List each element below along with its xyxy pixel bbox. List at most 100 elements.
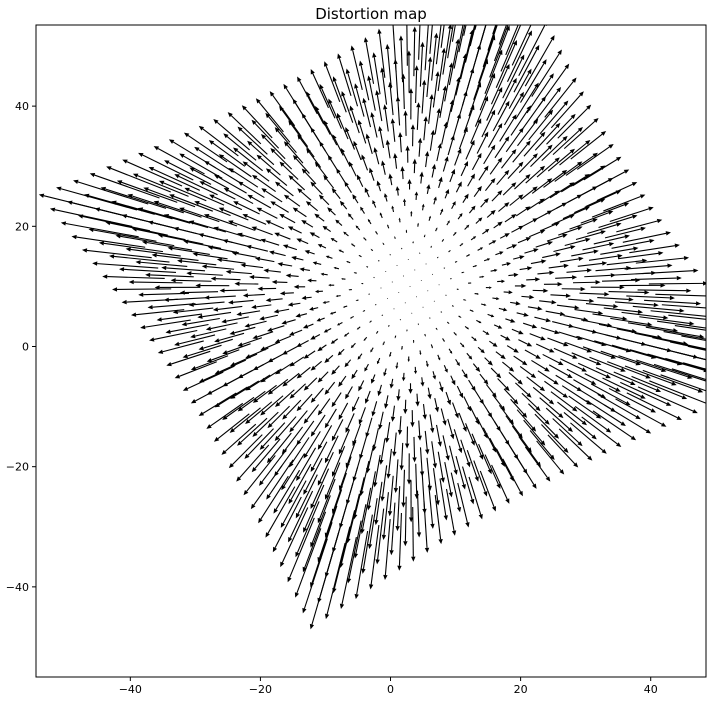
quiver-arrow xyxy=(166,350,211,367)
quiver-arrow xyxy=(577,362,611,379)
quiver-arrow xyxy=(502,361,515,372)
quiver-arrow xyxy=(310,181,323,195)
quiver-arrow xyxy=(417,420,422,441)
quiver-arrow xyxy=(385,271,387,273)
quiver-arrow xyxy=(431,163,437,178)
quiver-arrow xyxy=(252,384,277,403)
quiver-arrow xyxy=(602,377,646,399)
quiver-arrow xyxy=(292,154,310,174)
quiver-arrow xyxy=(517,237,532,244)
quiver-arrow xyxy=(602,278,641,283)
quiver-arrow xyxy=(231,251,257,258)
quiver-arrow xyxy=(332,526,351,594)
quiver-arrow xyxy=(461,271,465,274)
quiver-arrow xyxy=(467,173,475,187)
quiver-arrow xyxy=(508,272,519,278)
quiver-arrow xyxy=(174,174,218,196)
quiver-arrow xyxy=(560,358,587,372)
quiver-arrow xyxy=(138,292,190,297)
quiver-arrow xyxy=(347,213,354,220)
quiver-arrow xyxy=(275,362,293,375)
quiver-arrow xyxy=(555,275,578,280)
quiver-arrow xyxy=(543,169,568,188)
quiver-arrow xyxy=(413,366,418,375)
quiver-arrow xyxy=(442,25,453,75)
quiver-arrow xyxy=(441,238,445,242)
quiver-arrow xyxy=(431,441,438,469)
quiver-arrow xyxy=(366,471,376,511)
quiver-arrow xyxy=(236,444,270,482)
quiver-arrow xyxy=(237,390,266,412)
quiver-arrow xyxy=(353,272,357,274)
quiver-arrow xyxy=(340,147,351,167)
quiver-arrow xyxy=(322,300,330,304)
quiver-arrow xyxy=(303,377,318,391)
quiver-arrow xyxy=(358,380,365,392)
quiver-arrow xyxy=(403,110,408,136)
quiver-arrow xyxy=(317,478,336,524)
quiver-arrow xyxy=(212,305,243,312)
quiver-arrow xyxy=(546,233,568,242)
quiver-arrow xyxy=(434,397,440,413)
quiver-arrow xyxy=(389,502,396,556)
quiver-arrow xyxy=(330,237,338,243)
quiver-arrow xyxy=(361,514,373,574)
quiver-arrow xyxy=(237,417,268,446)
quiver-arrow xyxy=(242,214,267,225)
quiver-arrow xyxy=(568,298,595,304)
quiver-arrow xyxy=(236,310,261,317)
quiver-arrow xyxy=(652,337,706,350)
quiver-arrow xyxy=(457,482,470,528)
quiver-arrow xyxy=(403,496,408,547)
quiver-arrow xyxy=(244,428,274,459)
quiver-arrow xyxy=(508,372,523,385)
quiver-arrow xyxy=(552,127,583,156)
quiver-arrow xyxy=(396,389,401,402)
quiver-arrow xyxy=(617,251,664,260)
quiver-arrow xyxy=(558,428,593,461)
quiver-arrow xyxy=(661,304,706,309)
quiver-arrow xyxy=(301,295,312,301)
quiver-arrow xyxy=(569,218,598,230)
quiver-arrow xyxy=(154,285,201,290)
quiver-arrow xyxy=(406,50,412,93)
quiver-arrow xyxy=(358,407,366,425)
quiver-arrow xyxy=(468,379,476,392)
quiver-arrow xyxy=(346,261,351,264)
quiver-arrow xyxy=(424,25,429,71)
quiver-arrow xyxy=(492,100,510,132)
quiver-arrow xyxy=(266,459,294,500)
quiver-arrow xyxy=(545,310,566,317)
quiver-arrow xyxy=(338,249,344,253)
quiver-arrow xyxy=(206,349,240,363)
quiver-arrow xyxy=(430,344,433,349)
quiver-arrow xyxy=(458,315,462,318)
quiver-arrow xyxy=(259,314,278,321)
quiver-arrow xyxy=(354,530,369,600)
quiver-arrow xyxy=(571,249,599,257)
quiver-arrow xyxy=(455,181,462,193)
quiver-arrow xyxy=(350,243,356,247)
quiver-arrow xyxy=(310,360,322,371)
quiver-arrow xyxy=(88,227,157,242)
quiver-arrow xyxy=(558,331,583,341)
quiver-arrow xyxy=(363,237,367,241)
quiver-arrow xyxy=(531,359,550,372)
quiver-arrow xyxy=(422,404,427,420)
quiver-arrow xyxy=(377,260,380,262)
quiver-arrow xyxy=(279,105,302,137)
quiver-arrow xyxy=(289,383,306,399)
quiver-arrow xyxy=(551,214,575,226)
quiver-arrow xyxy=(487,313,495,318)
quiver-arrow xyxy=(214,359,247,375)
quiver-arrow xyxy=(421,474,427,514)
quiver-arrow xyxy=(310,68,329,109)
quiver-arrow xyxy=(493,221,503,229)
quiver-arrow xyxy=(128,279,183,285)
quiver-arrow xyxy=(429,129,435,151)
quiver-arrow xyxy=(279,161,299,180)
quiver-arrow xyxy=(482,228,490,235)
quiver-arrow xyxy=(252,411,279,437)
quiver-arrow xyxy=(398,217,401,223)
quiver-arrow xyxy=(283,141,304,164)
